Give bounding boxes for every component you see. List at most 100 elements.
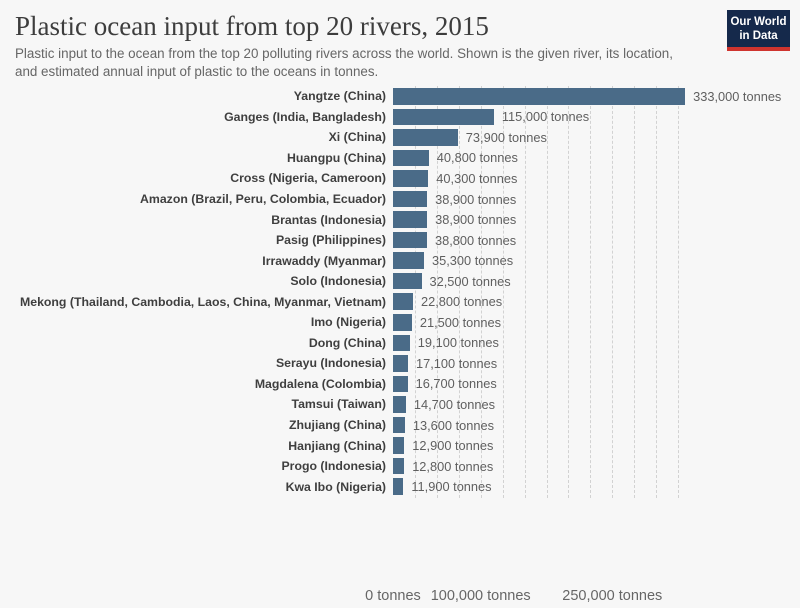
row-label: Ganges (India, Bangladesh) xyxy=(224,109,386,124)
bar[interactable] xyxy=(393,170,429,187)
bar[interactable] xyxy=(393,314,412,331)
gridlines xyxy=(393,86,700,498)
owid-logo[interactable]: Our World in Data xyxy=(727,10,790,51)
row-value: 40,300 tonnes xyxy=(436,170,518,186)
row-label: Kwa Ibo (Nigeria) xyxy=(285,479,386,494)
row-value: 73,900 tonnes xyxy=(465,129,547,145)
row-value: 38,900 tonnes xyxy=(435,212,517,228)
row-label: Yangtze (China) xyxy=(293,89,386,104)
chart-subtitle-line1: Plastic input to the ocean from the top … xyxy=(15,46,673,61)
bar[interactable] xyxy=(393,334,410,352)
bar[interactable] xyxy=(393,293,413,310)
row-value: 14,700 tonnes xyxy=(413,396,496,412)
row-label: Xi (China) xyxy=(328,130,386,145)
bar[interactable] xyxy=(393,108,494,126)
gridline xyxy=(524,86,526,498)
gridline xyxy=(414,86,416,498)
row-value: 16,700 tonnes xyxy=(415,376,497,392)
row-value: 13,600 tonnes xyxy=(412,417,495,433)
table-row: Kwa Ibo (Nigeria) 11,900 tonnes xyxy=(0,476,800,497)
row-value: 35,300 tonnes xyxy=(432,253,514,269)
row-value: 19,100 tonnes xyxy=(417,335,499,351)
bar[interactable] xyxy=(393,355,408,372)
gridline xyxy=(656,86,658,498)
row-label: Huangpu (China) xyxy=(286,150,386,165)
bar-chart: Yangtze (China) 333,000 tonnes Ganges (I… xyxy=(0,86,800,604)
bar[interactable] xyxy=(393,457,405,475)
table-row: Dong (China) 19,100 tonnes xyxy=(0,333,800,354)
table-row: Progo (Indonesia) 12,800 tonnes xyxy=(0,456,800,477)
row-value: 40,800 tonnes xyxy=(436,150,518,166)
bar[interactable] xyxy=(393,231,427,249)
gridline xyxy=(568,86,570,498)
page-title: Plastic ocean input from top 20 rivers, … xyxy=(15,11,489,41)
row-label: Tamsui (Taiwan) xyxy=(291,397,386,412)
bar[interactable] xyxy=(393,437,405,454)
table-row: Mekong (Thailand, Cambodia, Laos, China,… xyxy=(0,291,800,312)
x-axis-tick-label: 100,000 tonnes xyxy=(430,588,531,604)
table-row: Yangtze (China) 333,000 tonnes xyxy=(0,86,800,107)
bar[interactable] xyxy=(393,272,422,290)
gridline xyxy=(546,86,548,498)
gridline xyxy=(590,86,592,498)
bar[interactable] xyxy=(393,211,428,228)
bar[interactable] xyxy=(393,375,408,393)
row-label: Serayu (Indonesia) xyxy=(275,356,386,371)
row-label: Imo (Nigeria) xyxy=(310,315,386,330)
owid-logo-line1: Our World xyxy=(730,16,787,28)
row-value: 12,900 tonnes xyxy=(412,438,494,454)
bar[interactable] xyxy=(393,190,428,208)
gridline xyxy=(436,86,438,498)
row-value: 12,800 tonnes xyxy=(412,458,494,474)
table-row: Solo (Indonesia) 32,500 tonnes xyxy=(0,271,800,292)
bar[interactable] xyxy=(393,149,429,167)
bar[interactable] xyxy=(393,416,405,434)
bar[interactable] xyxy=(393,252,424,269)
row-value: 32,500 tonnes xyxy=(429,273,511,289)
bar-rows: Yangtze (China) 333,000 tonnes Ganges (I… xyxy=(0,86,800,497)
table-row: Imo (Nigeria) 21,500 tonnes xyxy=(0,312,800,333)
row-value: 17,100 tonnes xyxy=(416,355,498,371)
row-label: Mekong (Thailand, Cambodia, Laos, China,… xyxy=(19,294,386,309)
x-axis-tick-label: 250,000 tonnes xyxy=(562,588,663,604)
row-label: Brantas (Indonesia) xyxy=(271,212,386,227)
gridline xyxy=(612,86,614,498)
table-row: Tamsui (Taiwan) 14,700 tonnes xyxy=(0,394,800,415)
row-label: Amazon (Brazil, Peru, Colombia, Ecuador) xyxy=(140,192,386,206)
row-label: Solo (Indonesia) xyxy=(290,274,386,289)
row-label: Magdalena (Colombia) xyxy=(254,376,386,391)
row-value: 115,000 tonnes xyxy=(501,109,590,125)
row-value: 38,900 tonnes xyxy=(435,191,517,207)
table-row: Pasig (Philippines) 38,800 tonnes xyxy=(0,230,800,251)
row-value: 38,800 tonnes xyxy=(435,232,517,248)
bar[interactable] xyxy=(393,129,458,146)
chart-subtitle-line2: and estimated annual input of plastic to… xyxy=(15,63,379,79)
row-value: 22,800 tonnes xyxy=(421,294,503,310)
row-label: Dong (China) xyxy=(308,335,386,350)
table-row: Serayu (Indonesia) 17,100 tonnes xyxy=(0,353,800,374)
bar[interactable] xyxy=(393,88,686,105)
table-row: Xi (China) 73,900 tonnes xyxy=(0,127,800,148)
table-row: Ganges (India, Bangladesh) 115,000 tonne… xyxy=(0,107,800,128)
table-row: Magdalena (Colombia) 16,700 tonnes xyxy=(0,374,800,395)
table-row: Brantas (Indonesia) 38,900 tonnes xyxy=(0,209,800,230)
table-row: Amazon (Brazil, Peru, Colombia, Ecuador)… xyxy=(0,189,800,210)
chart-subtitle: Plastic input to the ocean from the top … xyxy=(15,45,715,80)
owid-logo-line2: in Data xyxy=(739,30,778,42)
row-value: 333,000 tonnes xyxy=(693,88,782,104)
row-label: Progo (Indonesia) xyxy=(281,459,386,474)
bar[interactable] xyxy=(393,478,404,495)
gridline xyxy=(480,86,482,498)
row-label: Hanjiang (China) xyxy=(288,438,386,453)
row-label: Pasig (Philippines) xyxy=(275,233,386,248)
row-label: Cross (Nigeria, Cameroon) xyxy=(230,171,386,186)
row-label: Zhujiang (China) xyxy=(289,418,386,433)
table-row: Irrawaddy (Myanmar) 35,300 tonnes xyxy=(0,250,800,271)
row-label: Irrawaddy (Myanmar) xyxy=(262,253,386,268)
x-axis-tick-label: 0 tonnes xyxy=(365,588,421,604)
bar[interactable] xyxy=(393,396,406,413)
table-row: Cross (Nigeria, Cameroon) 40,300 tonnes xyxy=(0,168,800,189)
table-row: Huangpu (China) 40,800 tonnes xyxy=(0,148,800,169)
table-row: Hanjiang (China) 12,900 tonnes xyxy=(0,435,800,456)
gridline xyxy=(678,86,680,498)
